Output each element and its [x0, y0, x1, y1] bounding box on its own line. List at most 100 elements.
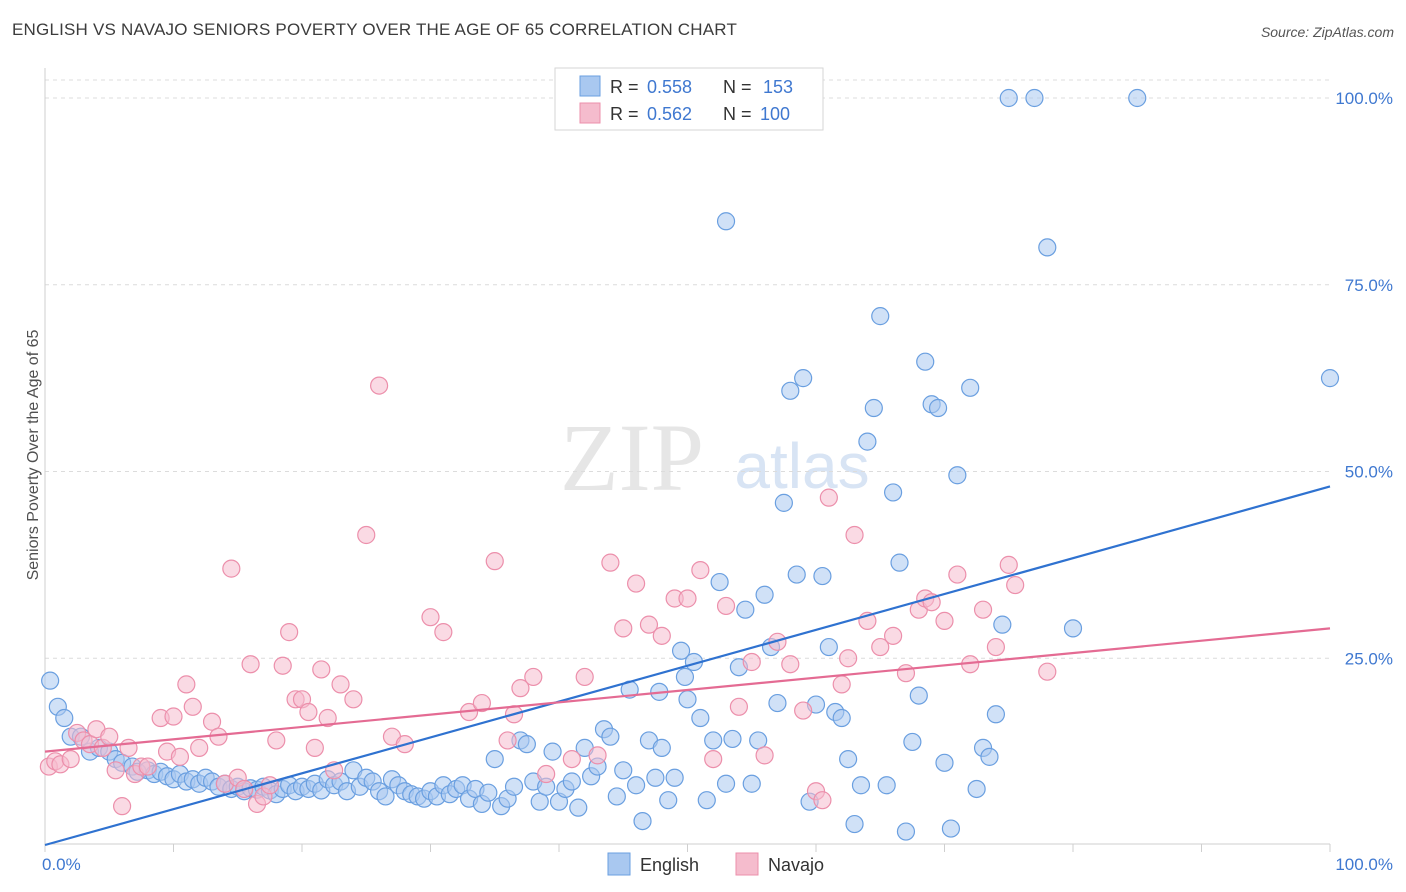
english-point	[479, 783, 498, 802]
english-point	[710, 572, 729, 592]
english-point	[819, 637, 838, 657]
trend-lines	[44, 485, 1331, 847]
navajo-point	[370, 376, 389, 395]
axes	[44, 68, 1331, 852]
english-point	[774, 493, 793, 512]
english-point	[980, 747, 999, 766]
navajo-point	[832, 675, 851, 694]
y-axis-label: Seniors Poverty Over the Age of 65	[25, 330, 42, 581]
english-point	[659, 791, 678, 810]
navajo-point	[472, 693, 491, 713]
navajo-point	[819, 488, 838, 507]
stats-r-label: R =	[610, 104, 639, 124]
navajo-point	[639, 615, 659, 634]
navajo-point	[1038, 662, 1057, 681]
navajo-point	[100, 727, 119, 746]
navajo-point	[305, 738, 324, 757]
y-tick-label: 100.0%	[1335, 89, 1393, 108]
navajo-point	[986, 637, 1006, 657]
navajo-point	[973, 600, 993, 619]
navajo-point	[781, 655, 800, 674]
navajo-point	[813, 791, 832, 810]
english-point	[858, 432, 877, 451]
english-point	[517, 735, 536, 754]
navajo-point	[768, 632, 787, 651]
english-point	[543, 742, 562, 761]
navajo-point	[164, 707, 183, 726]
english-point	[504, 777, 524, 796]
english-point	[832, 708, 851, 728]
navajo-point	[485, 552, 504, 571]
english-point	[903, 732, 922, 752]
y-tick-label: 25.0%	[1345, 649, 1393, 668]
english-point	[1128, 88, 1147, 108]
english-point	[697, 791, 716, 810]
navajo-point	[742, 652, 761, 672]
english-point	[55, 708, 74, 728]
navajo-point	[626, 574, 646, 593]
english-point	[877, 776, 896, 795]
english-point	[768, 693, 787, 713]
navajo-point	[267, 731, 286, 750]
english-point	[41, 671, 60, 690]
navajo-point	[729, 697, 749, 716]
english-point	[485, 749, 504, 769]
english-point	[376, 787, 395, 806]
navajo-point	[434, 623, 453, 642]
stats-n-label: N =	[723, 77, 752, 97]
english-point	[1063, 619, 1083, 638]
y-tick-labels: 25.0% 50.0% 75.0% 100.0%	[1335, 89, 1393, 668]
navajo-point	[177, 675, 196, 694]
legend-label-english: English	[640, 855, 699, 875]
navajo-point	[280, 623, 299, 642]
navajo-point	[716, 596, 736, 616]
stats-legend: R = 0.558 N = 153 R = 0.562 N = 100	[554, 67, 824, 131]
navajo-point	[112, 797, 132, 816]
navajo-point	[498, 731, 517, 750]
stats-r-value: 0.562	[647, 104, 692, 124]
navajo-point	[273, 656, 292, 675]
stats-n-label: N =	[723, 104, 752, 124]
stats-n-value: 153	[763, 77, 793, 97]
english-point	[928, 398, 948, 418]
legend-swatch-navajo	[735, 852, 759, 876]
navajo-point	[241, 655, 260, 674]
english-point	[1038, 238, 1057, 257]
english-point	[723, 729, 742, 749]
navajo-point	[678, 589, 697, 608]
navajo-point	[845, 525, 864, 545]
english-point	[1320, 369, 1340, 388]
english-point	[935, 753, 954, 772]
navajo-point	[614, 619, 633, 638]
series-legend: English Navajo	[607, 852, 824, 876]
english-point	[794, 369, 813, 388]
navajo-point	[691, 561, 710, 580]
english-point	[601, 727, 620, 746]
watermark-atlas: atlas	[734, 430, 869, 502]
navajo-point	[190, 738, 209, 757]
english-point	[909, 686, 928, 705]
navajo-point	[138, 757, 157, 776]
navajo-point	[1006, 575, 1025, 595]
english-point	[716, 774, 736, 793]
stats-r-label: R =	[610, 77, 639, 97]
watermark: ZIP atlas	[560, 404, 870, 511]
english-point	[864, 398, 883, 418]
navajo-point	[562, 749, 581, 769]
navajo-point	[260, 776, 279, 795]
trend-line-navajo	[44, 627, 1331, 753]
english-point	[851, 776, 871, 795]
source-label: Source: ZipAtlas.com	[1260, 24, 1394, 40]
english-point	[562, 772, 581, 791]
navajo-point	[209, 727, 228, 746]
english-point	[813, 566, 832, 586]
stats-swatch-english	[579, 75, 601, 97]
english-point	[871, 307, 890, 326]
english-point	[678, 690, 697, 709]
english-point	[999, 88, 1018, 108]
navajo-point	[357, 525, 376, 545]
navajo-point	[299, 702, 318, 722]
english-point	[755, 585, 774, 604]
navajo-point	[318, 708, 337, 728]
english-point	[916, 352, 935, 371]
